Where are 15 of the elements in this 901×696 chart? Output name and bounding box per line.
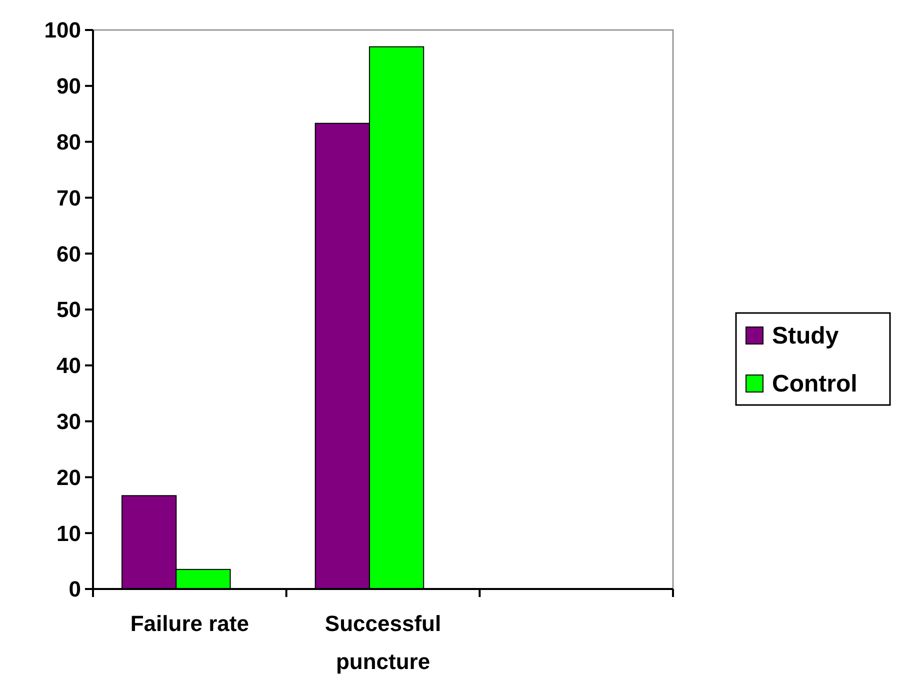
y-tick-label: 40: [56, 353, 81, 378]
y-tick-label: 90: [56, 74, 81, 99]
y-tick-label: 60: [56, 241, 81, 266]
x-tick-label: Failure rate: [130, 611, 249, 636]
x-tick-label: Successful puncture: [324, 611, 442, 674]
y-tick-label: 30: [56, 409, 81, 434]
y-tick-label: 70: [56, 185, 81, 210]
y-tick-label: 20: [56, 464, 81, 490]
legend-label: Control: [772, 370, 858, 398]
y-tick-label: 100: [44, 18, 81, 43]
y-tick-label: 80: [56, 130, 81, 154]
legend-label: Study: [772, 322, 840, 350]
y-tick-label: 50: [56, 297, 81, 322]
y-tick-label: 0: [68, 576, 81, 602]
y-tick-label: 10: [56, 520, 81, 546]
